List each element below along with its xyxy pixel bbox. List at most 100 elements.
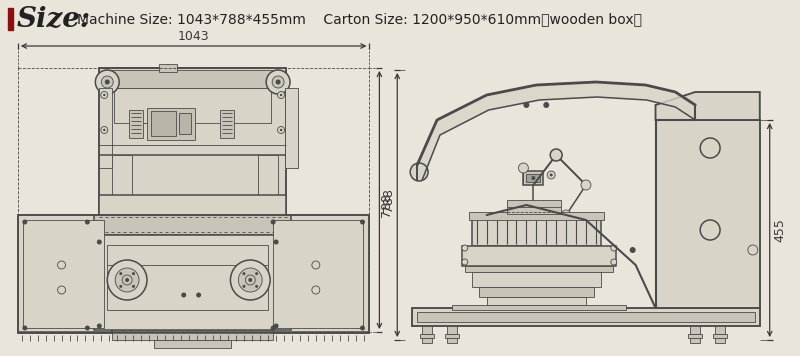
Circle shape bbox=[105, 79, 110, 84]
Text: 455: 455 bbox=[774, 218, 786, 242]
Bar bbox=[422, 338, 432, 343]
Bar bbox=[526, 174, 540, 182]
Bar bbox=[417, 312, 755, 322]
Text: Size:: Size: bbox=[17, 5, 91, 32]
Bar bbox=[147, 108, 194, 140]
Bar bbox=[422, 326, 432, 334]
Bar bbox=[462, 246, 616, 266]
Circle shape bbox=[58, 261, 66, 269]
Circle shape bbox=[132, 285, 135, 288]
Circle shape bbox=[242, 285, 246, 288]
Bar bbox=[154, 340, 231, 348]
Bar bbox=[478, 287, 594, 297]
Circle shape bbox=[119, 272, 122, 275]
Bar bbox=[273, 220, 362, 328]
Circle shape bbox=[278, 91, 285, 99]
Circle shape bbox=[97, 324, 102, 329]
Circle shape bbox=[611, 259, 617, 265]
Bar bbox=[285, 88, 298, 168]
Bar bbox=[452, 305, 626, 310]
Bar bbox=[655, 120, 760, 308]
Circle shape bbox=[122, 275, 132, 285]
Circle shape bbox=[550, 149, 562, 161]
Bar bbox=[94, 215, 291, 235]
Circle shape bbox=[266, 70, 290, 94]
Circle shape bbox=[543, 102, 550, 108]
Circle shape bbox=[561, 210, 571, 220]
Circle shape bbox=[630, 247, 636, 253]
Bar bbox=[221, 110, 234, 138]
Bar bbox=[112, 68, 271, 332]
Circle shape bbox=[97, 240, 102, 245]
Circle shape bbox=[700, 138, 720, 158]
Circle shape bbox=[85, 220, 90, 225]
Circle shape bbox=[700, 220, 720, 240]
Text: 1043: 1043 bbox=[178, 30, 210, 43]
Bar bbox=[23, 220, 104, 328]
Circle shape bbox=[230, 260, 270, 300]
Bar bbox=[506, 200, 561, 214]
Circle shape bbox=[196, 293, 201, 298]
Circle shape bbox=[523, 102, 530, 108]
Circle shape bbox=[248, 278, 252, 282]
Polygon shape bbox=[655, 92, 760, 120]
Bar bbox=[713, 334, 727, 338]
Bar bbox=[688, 334, 702, 338]
Text: 788: 788 bbox=[380, 193, 394, 217]
Bar bbox=[465, 266, 613, 272]
Bar bbox=[472, 218, 601, 246]
Circle shape bbox=[22, 325, 27, 330]
Circle shape bbox=[115, 268, 139, 292]
Circle shape bbox=[274, 240, 278, 245]
Bar bbox=[469, 212, 604, 220]
Circle shape bbox=[119, 285, 122, 288]
Bar bbox=[8, 8, 13, 30]
Bar bbox=[112, 155, 132, 220]
Circle shape bbox=[360, 220, 365, 225]
Bar bbox=[486, 297, 586, 305]
Circle shape bbox=[270, 325, 276, 330]
Bar bbox=[99, 68, 286, 223]
Bar bbox=[151, 111, 176, 136]
Circle shape bbox=[103, 129, 106, 131]
Bar bbox=[99, 88, 112, 168]
Bar bbox=[159, 64, 177, 72]
Circle shape bbox=[132, 272, 135, 275]
Bar bbox=[129, 110, 143, 138]
Text: 788: 788 bbox=[382, 188, 395, 212]
Circle shape bbox=[360, 325, 365, 330]
Circle shape bbox=[278, 126, 285, 134]
Circle shape bbox=[312, 261, 320, 269]
Polygon shape bbox=[417, 82, 695, 180]
Circle shape bbox=[125, 278, 129, 282]
Circle shape bbox=[238, 268, 262, 292]
Circle shape bbox=[101, 126, 108, 134]
Bar bbox=[94, 235, 291, 330]
Circle shape bbox=[531, 176, 535, 180]
Circle shape bbox=[255, 285, 258, 288]
Circle shape bbox=[270, 220, 276, 225]
Circle shape bbox=[748, 245, 758, 255]
Circle shape bbox=[246, 275, 255, 285]
Circle shape bbox=[22, 220, 27, 225]
Bar bbox=[447, 326, 457, 334]
Bar bbox=[523, 171, 543, 185]
Bar bbox=[18, 215, 370, 333]
Circle shape bbox=[462, 259, 468, 265]
Bar bbox=[420, 334, 434, 338]
Circle shape bbox=[255, 272, 258, 275]
Circle shape bbox=[410, 163, 428, 181]
Circle shape bbox=[101, 91, 108, 99]
Text: Machine Size: 1043*788*455mm    Carton Size: 1200*950*610mm（wooden box）: Machine Size: 1043*788*455mm Carton Size… bbox=[78, 12, 642, 26]
Bar bbox=[690, 326, 700, 334]
Bar bbox=[18, 215, 112, 333]
Circle shape bbox=[58, 286, 66, 294]
Bar bbox=[112, 330, 273, 340]
Circle shape bbox=[462, 245, 468, 251]
Bar bbox=[112, 70, 273, 88]
Circle shape bbox=[550, 173, 553, 177]
Bar bbox=[715, 326, 725, 334]
Circle shape bbox=[272, 76, 284, 88]
Circle shape bbox=[182, 293, 186, 298]
Bar bbox=[715, 338, 725, 343]
